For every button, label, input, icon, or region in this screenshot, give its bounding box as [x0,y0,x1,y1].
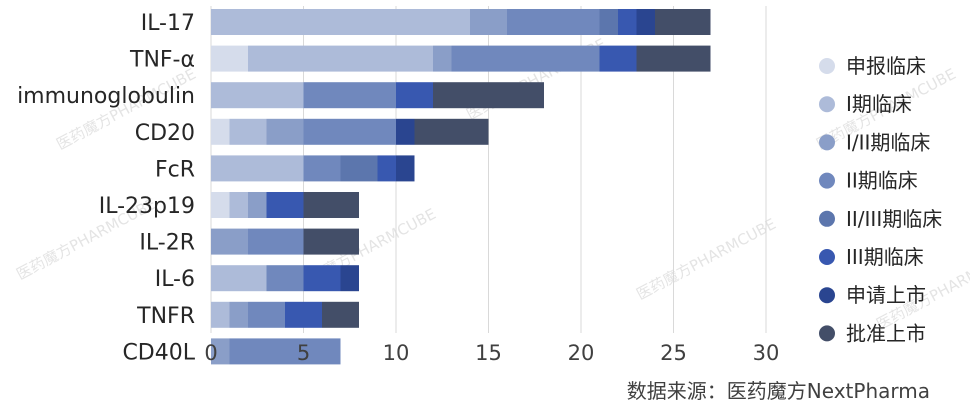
bar-segment [266,265,304,292]
bar-segment [636,9,655,35]
bar-segment [414,118,489,145]
bar-segment [211,301,230,328]
category-label: immunoglobulin [17,84,195,109]
bar-segment [285,301,322,328]
bar-segment [211,192,230,218]
bar-segment [599,9,618,35]
x-tick-label: 30 [753,341,780,365]
x-axis-ticks: 0 5 10 15 20 25 30 [204,341,779,365]
bar-segment [211,82,304,109]
bar-segment [303,118,396,145]
legend-label: 申请上市 [846,283,926,307]
bar-segment [396,118,415,145]
bar-segment [248,301,285,328]
legend-marker [819,210,835,227]
bar-segment [599,45,637,72]
bar-segment [211,118,230,145]
source-note: 数据来源：医药魔方NextPharma [626,379,930,403]
legend-marker [819,134,835,151]
x-tick-label: 0 [204,341,217,365]
legend-marker [819,287,835,304]
bar-segment [470,9,507,35]
category-label: TNF-α [129,48,195,73]
bar-segment [433,45,452,72]
category-label: CD40L [122,340,195,365]
bar-segment [248,192,267,218]
bar-segment [433,82,544,109]
legend-marker [819,96,835,113]
category-label: IL-23p19 [99,194,195,219]
bar-segment [377,155,396,182]
bar-segment [340,155,378,182]
x-tick-label: 5 [297,341,310,365]
category-labels: IL-17 TNF-α immunoglobulin CD20 FcR IL-23p19 I… [17,11,196,365]
bar-segment [303,155,341,182]
legend-label: II/III期临床 [846,207,942,231]
bar-segment [618,9,637,35]
bar-segment [211,45,248,72]
legend-label: III期临床 [846,245,924,269]
legend-marker [819,249,835,265]
legend-marker [819,172,835,189]
category-label: TNFR [136,304,195,329]
bar-segment [303,192,359,218]
bar-segment [229,192,248,218]
x-tick-label: 10 [383,341,410,365]
watermark-text: 医药魔方PHARMCUBE [633,215,778,304]
bar-segment [211,338,230,365]
category-label: IL-6 [155,267,195,292]
bar-segment [303,265,341,292]
x-tick-label: 20 [568,341,595,365]
legend-label: I期临床 [846,92,912,116]
bar-segment [229,301,248,328]
category-label: IL-2R [139,231,195,256]
bar-segment [211,155,304,182]
bar-segment [266,118,304,145]
bar-segment [507,9,600,35]
category-label: IL-17 [141,11,195,36]
bar-segment [636,45,711,72]
bar-segment [451,45,600,72]
bar-layer [211,9,711,365]
legend-label: I/II期临床 [846,130,930,154]
bar-segment [340,265,359,292]
bar-segment [248,45,433,72]
bar-segment [655,9,711,35]
legend-marker [819,58,835,74]
category-label: CD20 [135,121,195,146]
bar-segment [303,82,396,109]
x-tick-label: 15 [475,341,502,365]
bar-segment [396,82,433,109]
legend-label: 申报临床 [846,54,926,78]
bar-segment [229,118,267,145]
bar-segment [248,228,304,255]
legend-marker [819,325,835,342]
legend-label: 批准上市 [846,321,926,345]
bar-segment [303,228,359,255]
bar-segment [229,338,341,365]
category-label: FcR [155,157,195,182]
bar-segment [211,228,248,255]
bar-segment [211,265,267,292]
bar-segment [322,301,359,328]
legend-label: II期临床 [846,169,918,193]
bar-segment [266,192,304,218]
bar-segment [211,9,470,35]
legend: 申报临床 I期临床 I/II期临床 II期临床 II/III期临床 III期临床申请上市批… [819,54,942,345]
x-tick-label: 25 [660,341,687,365]
bar-segment [396,155,415,182]
